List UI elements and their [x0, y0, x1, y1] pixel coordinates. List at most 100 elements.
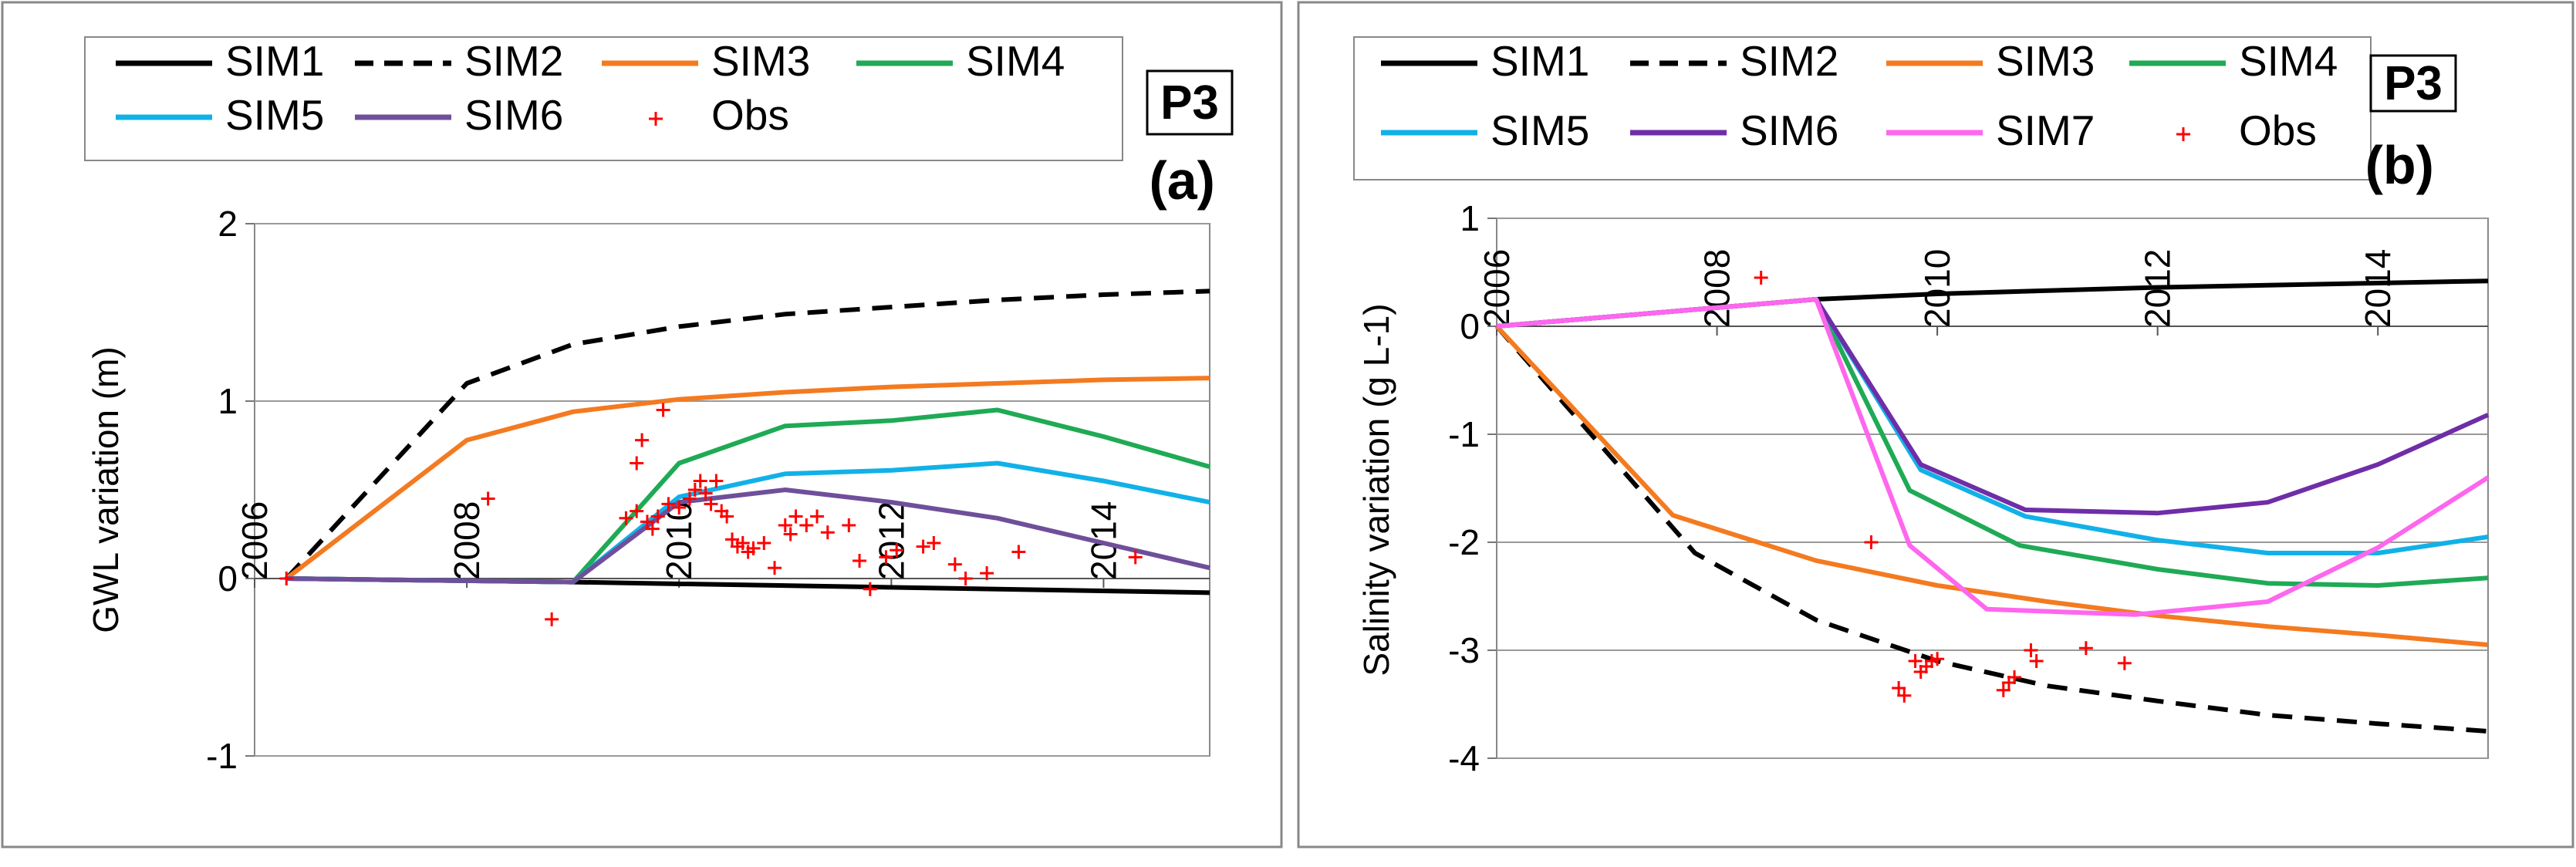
obs-point	[768, 561, 782, 575]
legend-label-sim4: SIM4	[966, 37, 1065, 85]
obs-point	[630, 504, 644, 518]
obs-point	[1897, 688, 1912, 703]
series-line-sim1	[1496, 278, 2489, 329]
obs-point	[704, 497, 718, 511]
obs-point	[1930, 652, 1945, 666]
series-line-sim4	[1496, 297, 2489, 588]
obs-point	[1128, 550, 1143, 565]
series-line-sim4	[286, 407, 1210, 585]
obs-point	[640, 514, 654, 529]
obs-point	[709, 474, 724, 488]
y-tick-label: 0	[218, 558, 238, 599]
legend-label-sim5: SIM5	[225, 91, 324, 139]
obs-point	[1892, 681, 1906, 695]
series-line-sim2	[1494, 325, 2489, 734]
x-tick-label: 2008	[447, 501, 487, 580]
obs-point	[927, 536, 941, 550]
site-tag-label: P3	[1160, 76, 1219, 130]
legend-label-obs: Obs	[711, 91, 789, 139]
panel-label: (a)	[1149, 150, 1215, 211]
obs-point	[656, 403, 670, 417]
legend-label-sim2: SIM2	[464, 37, 563, 85]
obs-point	[720, 509, 734, 524]
obs-point	[630, 456, 644, 471]
obs-point	[650, 509, 665, 524]
legend-label-sim6: SIM6	[1740, 106, 1838, 154]
obs-point	[661, 497, 676, 511]
obs-point	[2078, 641, 2093, 656]
obs-point	[842, 518, 856, 532]
obs-point	[635, 433, 650, 447]
legend-label-sim1: SIM1	[1491, 37, 1589, 85]
y-tick-label: -3	[1448, 630, 1480, 670]
obs-point	[693, 474, 707, 488]
obs-point	[2024, 643, 2038, 657]
obs-point	[1996, 683, 2010, 697]
y-tick-label: 1	[218, 381, 238, 421]
obs-point	[863, 582, 877, 596]
y-tick-label: -4	[1448, 738, 1480, 778]
legend-label-sim5: SIM5	[1491, 106, 1589, 154]
y-tick-label: 2	[218, 204, 238, 244]
series-line-sim6	[286, 487, 1210, 585]
obs-point	[890, 543, 904, 558]
obs-point	[1864, 535, 1879, 549]
obs-point	[672, 501, 687, 514]
obs-point	[799, 518, 814, 532]
obs-point	[279, 572, 294, 585]
obs-point	[746, 541, 761, 555]
obs-point	[958, 572, 973, 585]
series-line-sim3	[1494, 324, 2489, 647]
legend-label-sim3: SIM3	[1996, 37, 2095, 85]
series-line-sim3	[285, 376, 1210, 581]
obs-point	[619, 511, 633, 525]
obs-point	[757, 536, 771, 550]
obs-point	[879, 550, 893, 565]
y-axis-label: Salinity variation (g L-1)	[1356, 303, 1396, 676]
obs-point	[2117, 656, 2132, 670]
legend-swatch-obs	[2176, 127, 2190, 141]
x-tick-label: 2006	[235, 501, 275, 580]
obs-point	[481, 491, 495, 506]
legend-label-obs: Obs	[2239, 106, 2317, 154]
legend-swatch-obs	[649, 112, 663, 126]
site-tag-box	[2369, 54, 2457, 113]
x-tick-label: 2012	[871, 501, 911, 580]
legend-label-sim1: SIM1	[225, 37, 324, 85]
legend-box	[84, 36, 1123, 161]
legend-label-sim3: SIM3	[711, 37, 810, 85]
obs-point	[788, 509, 803, 524]
obs-point	[545, 612, 559, 626]
obs-point	[783, 527, 798, 541]
obs-point	[820, 525, 835, 540]
series-line-sim6	[1496, 297, 2490, 516]
obs-point	[916, 539, 930, 554]
x-tick-label: 2010	[1917, 249, 1957, 328]
legend-label-sim2: SIM2	[1740, 37, 1838, 85]
y-tick-label: 0	[1460, 306, 1480, 346]
obs-point	[2029, 654, 2044, 668]
obs-point	[645, 521, 660, 536]
obs-point	[980, 566, 994, 581]
obs-point	[682, 491, 697, 506]
obs-point	[735, 536, 750, 550]
site-tag-box	[1146, 69, 1234, 136]
legend-label-sim7: SIM7	[1996, 106, 2095, 154]
obs-point	[687, 483, 702, 497]
obs-point	[1908, 654, 1923, 668]
x-tick-label: 2008	[1697, 249, 1737, 328]
panel-label: (b)	[2365, 135, 2434, 195]
obs-point	[778, 518, 792, 532]
series-line-sim2	[285, 288, 1210, 581]
x-tick-label: 2006	[1477, 249, 1517, 328]
y-tick-label: -1	[206, 736, 238, 776]
obs-point	[947, 557, 962, 572]
obs-point	[2007, 670, 2022, 684]
obs-point	[725, 532, 739, 547]
obs-point	[1754, 271, 1768, 285]
obs-point	[810, 509, 825, 524]
y-axis-label: GWL variation (m)	[86, 346, 126, 633]
